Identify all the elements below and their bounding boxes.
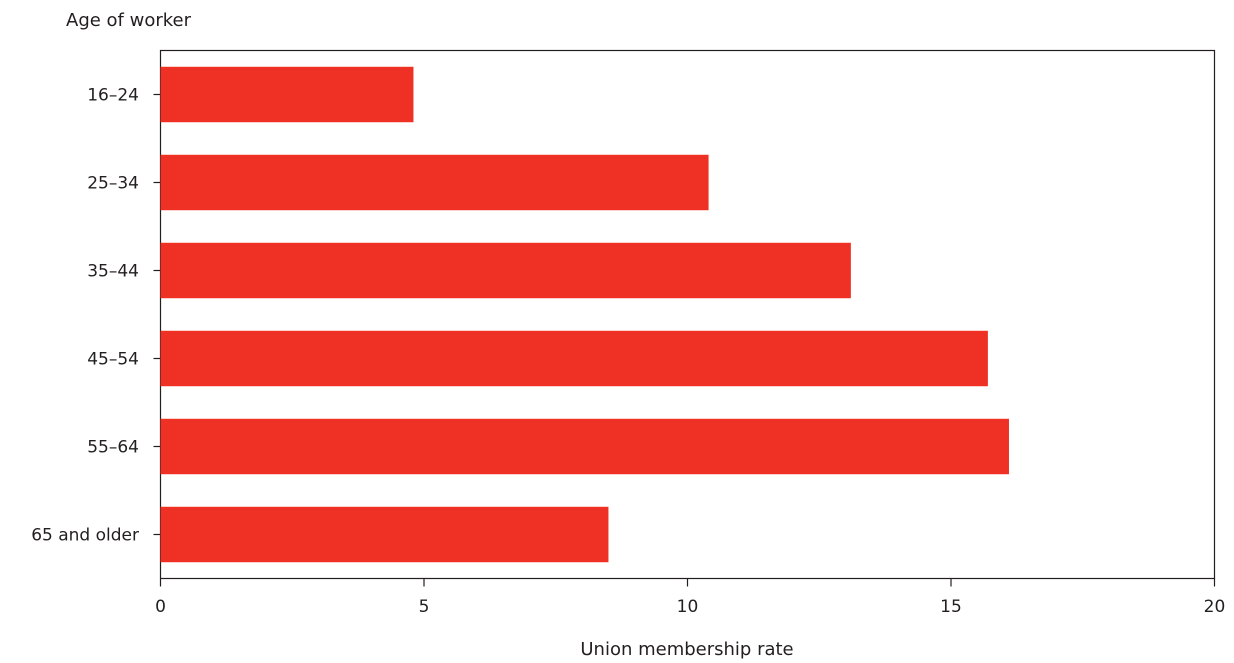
bar-1: [160, 66, 414, 123]
x-axis: 0 5 10 15 20: [155, 578, 1226, 617]
y-tick-label: 45–54: [87, 350, 139, 370]
y-tick-label: 25–34: [87, 174, 139, 194]
y-tick-label: 65 and older: [31, 526, 139, 546]
y-tick-label: 16–24: [87, 86, 139, 106]
bar-4: [160, 330, 988, 387]
y-tick-label: 55–64: [87, 438, 139, 458]
y-axis-title: Age of worker: [66, 10, 192, 31]
x-tick-label: 20: [1204, 597, 1226, 617]
x-tick-label: 15: [940, 597, 962, 617]
x-tick-label: 5: [419, 597, 430, 617]
bar-3: [160, 242, 851, 299]
bars-group: [160, 66, 1009, 563]
x-tick-label: 10: [677, 597, 699, 617]
bar-5: [160, 418, 1009, 475]
x-tick-label: 0: [155, 597, 166, 617]
y-axis: 16–24 25–34 35–44 45–54 55–64 65 and older: [31, 86, 161, 546]
bar-2: [160, 154, 709, 211]
x-axis-title: Union membership rate: [580, 639, 793, 660]
plot-frame: [159, 49, 1216, 580]
y-tick-label: 35–44: [87, 262, 139, 282]
bar-6: [160, 506, 609, 563]
